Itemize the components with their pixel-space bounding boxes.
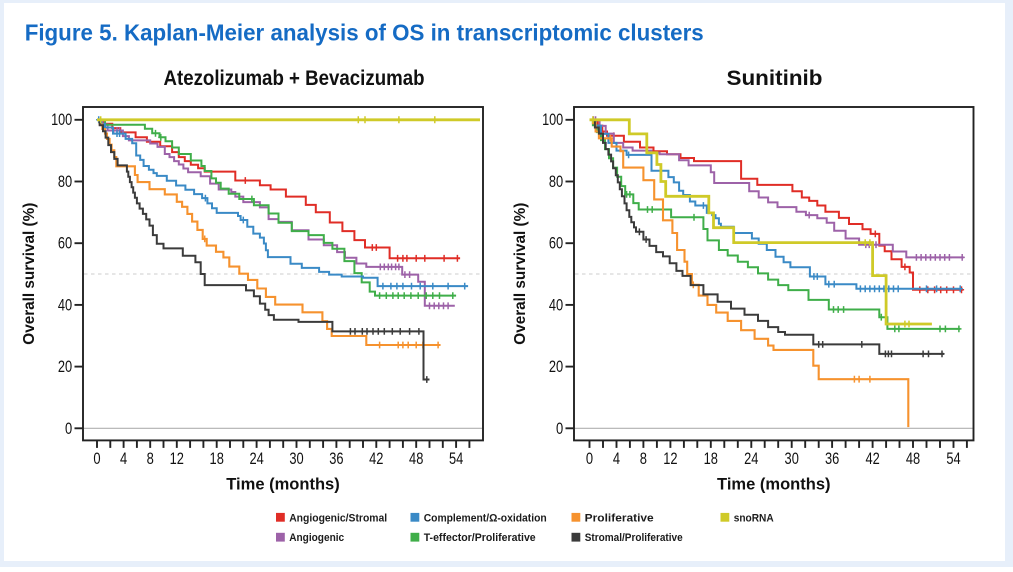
svg-text:40: 40 xyxy=(58,296,72,314)
svg-text:24: 24 xyxy=(249,450,263,468)
svg-text:20: 20 xyxy=(58,358,72,376)
svg-text:80: 80 xyxy=(58,173,72,191)
svg-text:Figure 5. Kaplan-Meier analysi: Figure 5. Kaplan-Meier analysis of OS in… xyxy=(25,20,704,46)
svg-text:54: 54 xyxy=(449,450,463,468)
svg-text:36: 36 xyxy=(825,450,839,468)
svg-text:0: 0 xyxy=(586,450,593,468)
svg-text:4: 4 xyxy=(120,450,127,468)
svg-text:42: 42 xyxy=(865,450,879,468)
svg-text:60: 60 xyxy=(58,235,72,253)
svg-text:Overall survival (%): Overall survival (%) xyxy=(512,203,529,345)
svg-text:0: 0 xyxy=(93,450,100,468)
svg-text:T-effector/Proliferative: T-effector/Proliferative xyxy=(424,532,536,544)
svg-text:Time (months): Time (months) xyxy=(226,476,340,494)
svg-text:100: 100 xyxy=(542,111,563,129)
svg-text:Angiogenic/Stromal: Angiogenic/Stromal xyxy=(289,512,387,524)
svg-text:30: 30 xyxy=(289,450,303,468)
svg-text:8: 8 xyxy=(640,450,647,468)
svg-text:30: 30 xyxy=(785,450,799,468)
svg-text:0: 0 xyxy=(65,420,72,438)
svg-text:Stromal/Proliferative: Stromal/Proliferative xyxy=(585,532,683,544)
svg-text:18: 18 xyxy=(704,450,718,468)
svg-text:100: 100 xyxy=(51,111,72,129)
svg-text:54: 54 xyxy=(946,450,960,468)
svg-text:42: 42 xyxy=(369,450,383,468)
svg-text:0: 0 xyxy=(556,420,563,438)
svg-text:Angiogenic: Angiogenic xyxy=(289,532,344,544)
svg-text:snoRNA: snoRNA xyxy=(734,512,774,524)
svg-text:Overall survival (%): Overall survival (%) xyxy=(21,203,38,345)
svg-text:18: 18 xyxy=(210,450,224,468)
svg-text:Time (months): Time (months) xyxy=(717,476,831,494)
svg-text:12: 12 xyxy=(663,450,677,468)
svg-text:20: 20 xyxy=(549,358,563,376)
svg-text:36: 36 xyxy=(329,450,343,468)
svg-text:40: 40 xyxy=(549,296,563,314)
svg-text:60: 60 xyxy=(549,235,563,253)
svg-text:Atezolizumab + Bevacizumab: Atezolizumab + Bevacizumab xyxy=(164,67,425,90)
svg-text:12: 12 xyxy=(170,450,184,468)
svg-text:48: 48 xyxy=(409,450,423,468)
svg-text:4: 4 xyxy=(613,450,620,468)
svg-text:24: 24 xyxy=(744,450,758,468)
svg-text:8: 8 xyxy=(147,450,154,468)
svg-text:Proliferative: Proliferative xyxy=(585,512,654,524)
svg-text:80: 80 xyxy=(549,173,563,191)
svg-text:Complement/Ω-oxidation: Complement/Ω-oxidation xyxy=(424,512,547,524)
svg-text:Sunitinib: Sunitinib xyxy=(727,67,823,90)
svg-text:48: 48 xyxy=(906,450,920,468)
